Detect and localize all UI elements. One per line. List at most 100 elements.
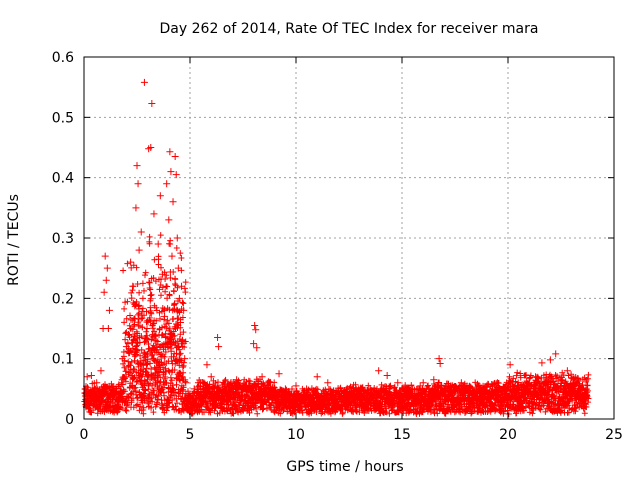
data-point <box>139 361 147 369</box>
data-point <box>203 361 211 369</box>
data-point <box>483 382 491 390</box>
data-point <box>207 373 215 381</box>
data-point <box>169 198 177 206</box>
data-point <box>97 367 105 375</box>
data-point <box>215 343 223 351</box>
data-point <box>134 180 142 188</box>
x-tick-label: 0 <box>80 427 89 443</box>
data-point <box>552 350 560 358</box>
data-point <box>133 162 141 170</box>
data-point <box>99 325 107 332</box>
y-tick-label: 0.3 <box>52 231 74 247</box>
data-point <box>190 385 198 393</box>
data-point <box>166 148 174 156</box>
data-point <box>572 379 580 387</box>
data-point <box>181 355 189 363</box>
grid-lines <box>84 57 614 419</box>
data-point <box>100 288 108 296</box>
data-point <box>515 382 523 390</box>
dense-point-cloud <box>81 232 592 417</box>
chart-title: Day 262 of 2014, Rate Of TEC Index for r… <box>160 21 539 37</box>
data-point <box>578 385 586 393</box>
data-point <box>132 204 140 212</box>
data-point <box>525 379 533 387</box>
data-point <box>112 385 120 393</box>
data-point <box>122 343 130 351</box>
data-point <box>366 385 374 393</box>
data-point <box>252 326 260 334</box>
data-point <box>313 373 321 381</box>
data-point <box>197 379 205 387</box>
data-point <box>127 258 135 266</box>
axis-ticks <box>83 56 615 420</box>
dense-data-cloud <box>81 232 592 417</box>
data-point <box>165 216 173 224</box>
data-point <box>334 391 342 399</box>
data-point <box>356 391 364 399</box>
data-point <box>172 171 180 179</box>
data-point <box>546 356 554 364</box>
data-point <box>126 349 134 357</box>
data-point <box>214 334 222 342</box>
data-point <box>174 264 182 272</box>
data-point <box>135 246 143 254</box>
data-points <box>83 78 590 399</box>
data-point <box>161 312 169 320</box>
data-point <box>144 373 152 381</box>
y-tick-label: 0.1 <box>52 352 74 368</box>
data-point <box>436 359 444 367</box>
x-tick-label: 25 <box>605 427 623 443</box>
data-point <box>175 294 183 302</box>
data-point <box>222 385 230 393</box>
data-point <box>171 153 179 161</box>
data-point <box>140 78 148 86</box>
data-point <box>435 355 443 363</box>
data-point <box>493 379 501 387</box>
data-point <box>148 99 156 107</box>
data-point <box>158 270 166 278</box>
data-point <box>532 373 540 381</box>
data-point <box>182 379 190 387</box>
data-point <box>538 359 546 367</box>
data-point <box>409 385 417 393</box>
data-point <box>118 376 126 384</box>
data-point <box>324 379 332 387</box>
data-point <box>251 321 259 329</box>
data-point <box>102 276 110 284</box>
data-point <box>241 382 249 390</box>
data-point <box>125 331 133 339</box>
data-point <box>447 382 455 390</box>
data-point <box>173 234 181 242</box>
data-point <box>150 210 158 218</box>
data-point <box>275 370 283 378</box>
data-point <box>137 228 145 236</box>
data-point <box>145 145 153 153</box>
data-point <box>131 300 139 308</box>
data-point <box>419 379 427 387</box>
data-point <box>267 379 275 387</box>
data-point <box>345 388 353 396</box>
x-axis-label: GPS time / hours <box>286 459 403 475</box>
x-tick-label: 20 <box>499 427 517 443</box>
data-point <box>394 379 402 387</box>
data-point <box>176 318 184 326</box>
y-tick-label: 0.2 <box>52 291 74 307</box>
data-point <box>457 379 465 387</box>
data-point <box>582 391 590 399</box>
data-point <box>506 361 514 369</box>
data-point <box>153 364 161 372</box>
data-point <box>83 373 91 381</box>
data-point <box>563 367 571 375</box>
data-point <box>105 306 113 314</box>
data-point <box>87 372 95 380</box>
data-point <box>258 373 266 381</box>
data-point <box>375 367 383 375</box>
data-point <box>101 252 109 260</box>
data-point <box>154 240 162 248</box>
data-point <box>250 340 258 348</box>
data-point <box>383 372 391 380</box>
axis-tick-labels: 0 5 10 15 20 25 0 0.1 0.2 0.3 0.4 0.5 0.6 <box>52 50 623 443</box>
y-axis-label: ROTI / TECUs <box>6 194 22 286</box>
data-point <box>93 379 101 387</box>
